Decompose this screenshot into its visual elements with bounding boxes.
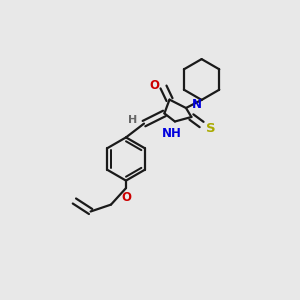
Text: H: H — [128, 115, 137, 125]
Text: O: O — [149, 79, 159, 92]
Text: S: S — [206, 122, 215, 135]
Text: NH: NH — [162, 127, 182, 140]
Text: O: O — [121, 191, 131, 204]
Text: N: N — [191, 98, 201, 112]
